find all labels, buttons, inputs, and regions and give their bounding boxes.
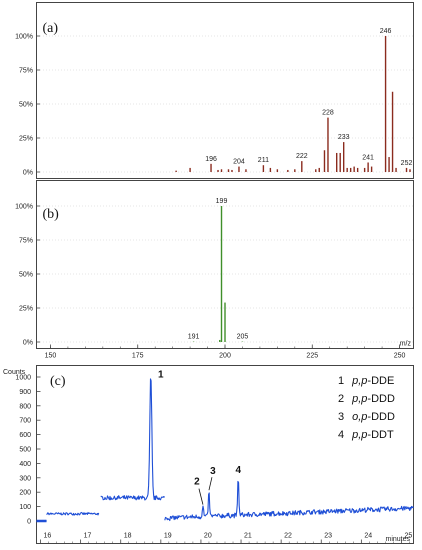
peak-label: 252	[401, 160, 413, 167]
legend-compound: -DDD	[367, 411, 395, 423]
chromatogram-trace-segment	[100, 378, 165, 501]
y-tick-label: 25%	[19, 306, 33, 313]
legend-number: 2	[338, 393, 344, 405]
legend-number: 1	[338, 375, 344, 387]
x-tick-label: 150	[45, 353, 57, 360]
x-tick-label: 17	[84, 533, 92, 540]
x-tick-label: 200	[219, 353, 231, 360]
peak-number-label: 1	[158, 370, 164, 381]
y-tick-label: 0%	[23, 170, 33, 177]
x-tick-label: 22	[284, 533, 292, 540]
y-tick-label: 100%	[15, 204, 33, 211]
legend-compound: -DDD	[367, 393, 395, 405]
x-tick-label: 23	[324, 533, 332, 540]
y-tick-label: 0	[27, 519, 31, 526]
legend-entry: 4 p,p-DDT	[338, 429, 394, 441]
y-tick-label: 200	[19, 490, 31, 497]
x-axis-label: minutes	[385, 536, 410, 543]
panel-a: (a) 0% 25% 50% 75% 100% 196 204 211 222 228 233 241 2…	[15, 21, 413, 177]
peak-label: 199	[216, 198, 228, 205]
legend-number: 4	[338, 429, 344, 441]
y-tick-label: 100	[19, 504, 31, 511]
peak-label: 233	[338, 134, 350, 141]
y-tick-label: 100%	[15, 34, 33, 41]
legend-isomer: p,p	[351, 393, 367, 405]
y-tick-label: 500	[19, 447, 31, 454]
peak-number-label: 3	[210, 466, 216, 477]
legend-isomer: p,p	[351, 429, 367, 441]
x-tick-label: 20	[204, 533, 212, 540]
peak-label: 211	[258, 157, 269, 164]
x-tick-label: 19	[164, 533, 172, 540]
x-tick-label: 24	[364, 533, 372, 540]
peak-label: 205	[237, 334, 249, 341]
y-tick-label: 900	[19, 389, 31, 396]
y-tick-label: 75%	[19, 238, 33, 245]
y-tick-label: 75%	[19, 68, 33, 75]
legend-compound: -DDT	[367, 429, 394, 441]
peak-label: 246	[380, 28, 392, 35]
panel-b: (b) 0% 25% 50% 75% 100% 191 199 205 150 175 200 225 2…	[15, 198, 413, 360]
y-tick-label: 50%	[19, 102, 33, 109]
legend-entry: 2 p,p-DDD	[338, 393, 395, 405]
peak-label: 241	[362, 154, 374, 161]
x-tick-label: 21	[244, 533, 252, 540]
y-tick-label: 800	[19, 403, 31, 410]
peak-leader-line	[198, 488, 204, 505]
y-tick-label: 300	[19, 475, 31, 482]
chromatogram-trace-segment	[46, 511, 100, 516]
legend-isomer: o,p	[352, 411, 367, 423]
panel-label: (c)	[50, 374, 66, 389]
legend-compound: -DDE	[367, 375, 394, 387]
y-tick-label: 1000	[15, 375, 31, 382]
peak-leader-line	[208, 477, 213, 491]
peak-label: 228	[322, 110, 334, 117]
chromatogram-trace-segment	[164, 480, 414, 522]
peak-label: 222	[296, 153, 308, 160]
x-tick-label: 250	[394, 353, 406, 360]
panel-a-frame	[36, 2, 414, 179]
x-tick-label: 18	[124, 533, 132, 540]
x-tick-label: 225	[306, 353, 318, 360]
x-tick-label: 25	[404, 533, 412, 540]
peak-label: 191	[188, 334, 200, 341]
y-tick-label: 50%	[19, 272, 33, 279]
peak-number-label: 2	[194, 477, 200, 488]
y-tick-label: 600	[19, 432, 31, 439]
x-unit-label: m/z	[400, 341, 412, 348]
peak-number-label: 4	[235, 465, 241, 476]
panel-label: (b)	[43, 207, 60, 222]
x-tick-label: 16	[44, 533, 52, 540]
panel-label: (a)	[43, 21, 59, 36]
legend-entry: 3 o,p-DDD	[338, 411, 395, 423]
peak-label: 196	[205, 156, 217, 163]
y-tick-label: 700	[19, 418, 31, 425]
legend-entry: 1 p,p-DDE	[338, 375, 394, 387]
peak-label: 204	[233, 159, 245, 166]
legend-isomer: p,p	[351, 375, 367, 387]
y-axis-label: Counts	[3, 369, 26, 376]
x-tick-label: 175	[132, 353, 144, 360]
legend-number: 3	[338, 411, 344, 423]
y-tick-label: 25%	[19, 136, 33, 143]
y-tick-label: 400	[19, 461, 31, 468]
panel-c: (c) Counts minutes 0 100 200 300 400 500 600 700 80…	[3, 369, 414, 544]
y-tick-label: 0%	[23, 340, 33, 347]
